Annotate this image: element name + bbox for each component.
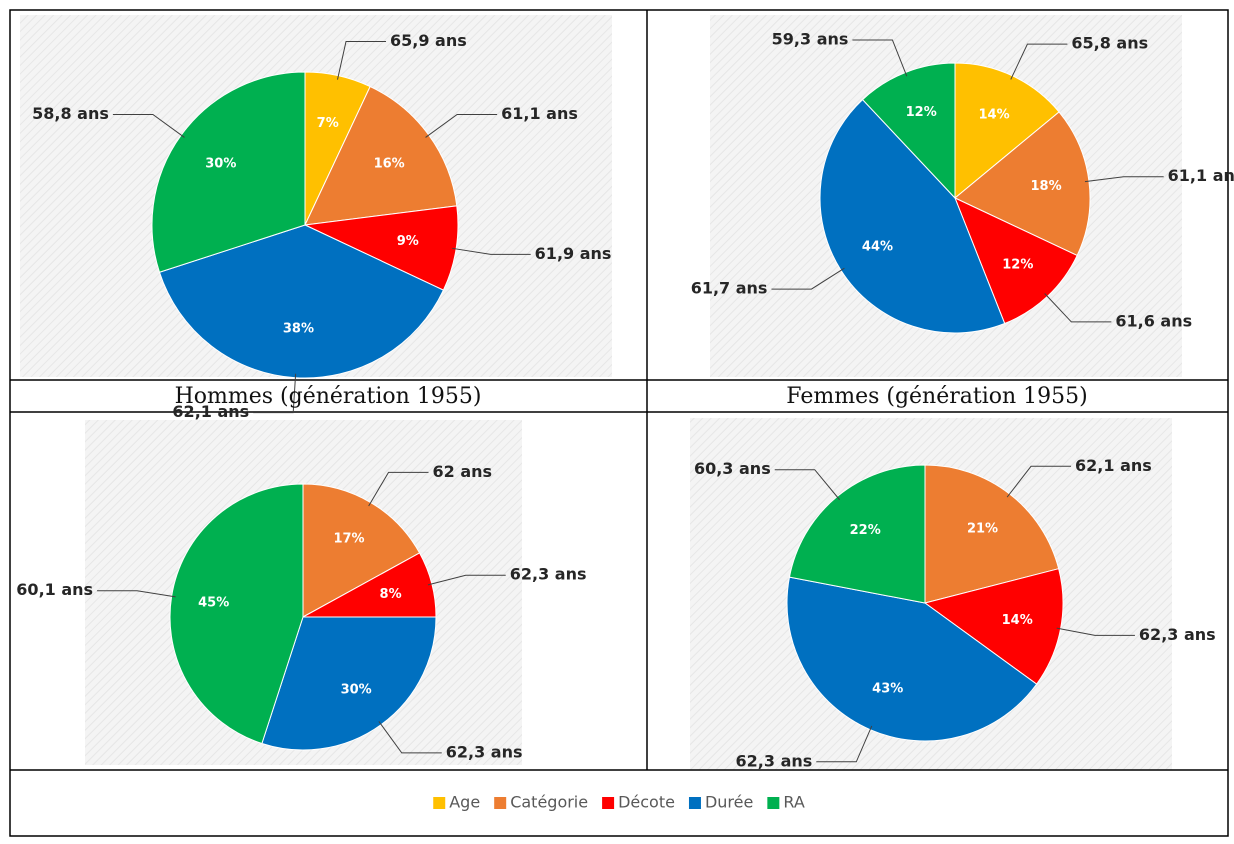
slice-label: 22%	[850, 523, 881, 538]
slice-label: 45%	[198, 595, 229, 610]
slice-label: 44%	[862, 240, 893, 255]
leader-line	[852, 39, 908, 77]
leader-line	[816, 725, 873, 763]
leader-line	[1084, 176, 1164, 183]
leader-line	[771, 267, 845, 290]
slice-label: 30%	[205, 156, 236, 171]
slice-label: 18%	[1031, 179, 1062, 194]
slice-annotation: 61,6 ans	[1115, 311, 1192, 330]
legend-label: Durée	[705, 793, 753, 812]
slice-annotation: 59,3 ans	[772, 29, 849, 48]
slice-annotation: 65,8 ans	[1071, 34, 1148, 53]
slice-label: 12%	[906, 105, 937, 120]
slice-annotation: 61,1 ans	[501, 104, 578, 123]
slice-annotation: 61,7 ans	[691, 279, 768, 298]
slice-label: 16%	[374, 156, 405, 171]
slice-label: 17%	[333, 532, 364, 547]
slice-label: 43%	[872, 682, 903, 697]
leader-line	[425, 113, 498, 138]
slice-annotation: 62,3 ans	[736, 751, 813, 770]
slice-annotation: 58,8 ans	[32, 104, 109, 123]
legend-swatch	[433, 797, 446, 809]
slice-annotation: 65,9 ans	[390, 31, 467, 50]
legend-swatch	[494, 797, 507, 809]
slice-label: 9%	[397, 234, 419, 249]
legend-label: Décote	[618, 793, 675, 812]
leader-line	[368, 471, 429, 507]
slice-label: 8%	[380, 587, 402, 602]
leader-line	[378, 721, 442, 754]
legend-label: RA	[783, 793, 804, 812]
slice-annotation: 60,3 ans	[694, 459, 771, 478]
legend-swatch	[767, 797, 780, 809]
slice-annotation: 62,3 ans	[446, 742, 523, 761]
leader-line	[452, 247, 531, 255]
slice-annotation: 62,1 ans	[1075, 456, 1152, 475]
slice-label: 14%	[979, 107, 1010, 122]
leader-line	[774, 469, 840, 501]
slice-label: 38%	[283, 321, 314, 336]
leader-line	[1056, 627, 1135, 636]
slice-annotation: 60,1 ans	[16, 580, 93, 599]
leader-line	[1010, 43, 1068, 80]
leader-line	[253, 373, 297, 414]
slice-label: 12%	[1002, 257, 1033, 272]
legend-swatch	[688, 797, 701, 809]
slice-label: 14%	[1002, 613, 1033, 628]
chart-caption: Hommes (génération 1955)	[175, 384, 482, 409]
legend-swatch	[602, 797, 615, 809]
table-borders	[9, 9, 1229, 837]
legend-label: Age	[449, 793, 480, 812]
slice-annotation: 61,9 ans	[535, 244, 612, 263]
slice-annotation: 62,3 ans	[1139, 625, 1216, 644]
leader-line	[337, 41, 387, 80]
slice-annotation: 62,3 ans	[510, 565, 587, 584]
leader-line	[1044, 293, 1112, 323]
legend-label: Catégorie	[510, 793, 588, 812]
slice-label: 21%	[967, 521, 998, 536]
slice-annotation: 61,1 ans	[1168, 166, 1234, 185]
leader-line	[112, 113, 185, 138]
slice-label: 30%	[341, 683, 372, 698]
leader-line	[427, 574, 506, 586]
leader-line	[1006, 465, 1072, 498]
leader-line	[97, 590, 176, 598]
slice-annotation: 62,1 ans	[172, 402, 249, 421]
slice-annotation: 62 ans	[433, 462, 493, 481]
chart-caption: Femmes (génération 1955)	[786, 384, 1087, 409]
slice-label: 7%	[317, 116, 339, 131]
